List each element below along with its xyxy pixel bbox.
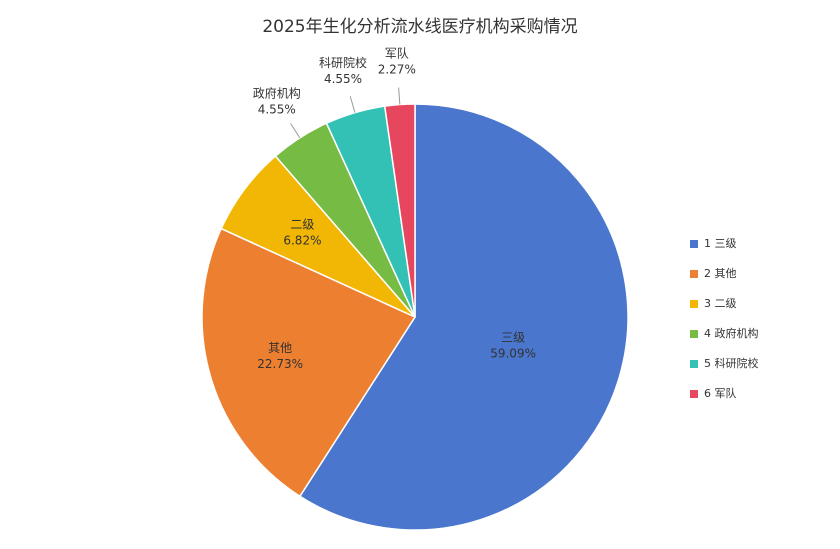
leader-line	[290, 123, 301, 139]
legend-swatch	[690, 390, 698, 398]
legend-swatch	[690, 300, 698, 308]
slice-label: 三级	[501, 330, 525, 344]
legend-label: 2 其他	[704, 267, 737, 280]
pie-slice	[201, 227, 417, 498]
legend-label: 4 政府机构	[704, 326, 759, 340]
legend-label: 6 军队	[704, 386, 737, 400]
slice-value: 22.73%	[257, 357, 303, 371]
slice-label: 政府机构	[253, 86, 301, 101]
slice-label: 军队	[385, 46, 409, 61]
slice-label: 二级	[290, 217, 314, 231]
slice-label: 科研院校	[319, 55, 367, 70]
slice-value: 4.55%	[324, 72, 362, 86]
leader-line	[398, 87, 401, 105]
legend-label: 1 三级	[704, 237, 737, 250]
slice-value: 59.09%	[490, 346, 536, 360]
legend-swatch	[690, 240, 698, 248]
legend-swatch	[690, 270, 698, 278]
legend-swatch	[690, 330, 698, 338]
legend-swatch	[690, 360, 698, 368]
slice-value: 2.27%	[378, 63, 416, 77]
chart-title: 2025年生化分析流水线医疗机构采购情况	[262, 17, 577, 37]
slice-value: 4.55%	[258, 103, 296, 117]
leader-line	[349, 96, 356, 113]
slice-value: 6.82%	[283, 233, 321, 247]
legend-label: 5 科研院校	[704, 356, 759, 370]
slice-label: 其他	[268, 341, 292, 355]
legend-label: 3 二级	[704, 297, 737, 310]
pie-slice	[298, 103, 629, 531]
